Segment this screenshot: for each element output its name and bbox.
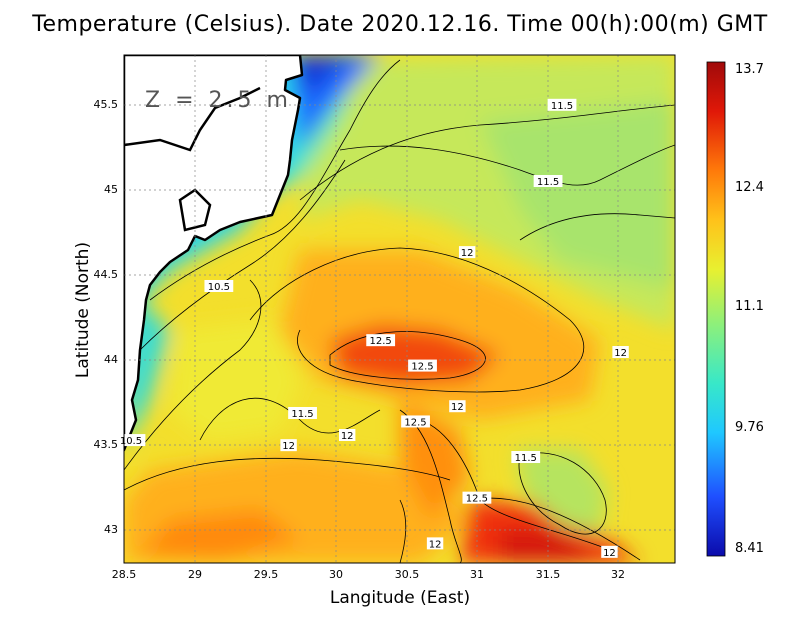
contour-label-bg (458, 246, 476, 259)
contour-label: 12 (451, 402, 464, 413)
colorbar-tick: 9.76 (735, 420, 764, 435)
contour-label: 12 (614, 348, 627, 359)
contour-label-bg (612, 346, 629, 359)
contour-label: 12.5 (404, 417, 426, 428)
contour-label-bg (280, 439, 297, 452)
colorbar-tick: 8.41 (735, 541, 764, 556)
y-tick: 45.5 (93, 98, 119, 111)
contour-label-bg (449, 400, 466, 413)
contour-label: 12 (429, 539, 442, 550)
contour-label-layer: 11.5 11.5 12 10.5 12.5 12 12.5 12 11.5 12.5 12 10.5… (116, 98, 629, 559)
contour-label: 12 (341, 431, 354, 442)
contour-label: 11.5 (551, 101, 573, 112)
colorbar-tick: 12.4 (735, 180, 764, 195)
contour-label-bg (511, 451, 541, 464)
colorbar-tick: 13.7 (735, 62, 764, 77)
x-tick: 31.5 (535, 568, 561, 581)
grid-lines (124, 55, 675, 563)
contour-label-bg (288, 406, 317, 419)
contour-label: 12 (603, 548, 616, 559)
contour-label-bg (401, 415, 430, 428)
contour-label: 11.5 (515, 453, 537, 464)
y-tick: 43.5 (93, 438, 119, 451)
x-tick: 30.5 (394, 568, 420, 581)
contour-label: 12.5 (466, 494, 488, 505)
y-tick: 44.5 (93, 268, 119, 281)
contour-label: 12.5 (370, 336, 392, 347)
contour-label: 10.5 (120, 436, 142, 447)
contour-label-bg (601, 545, 618, 558)
contour-label: 12 (461, 248, 474, 259)
map-title: Temperature (Celsius). Date 2020.12.16. … (32, 12, 768, 37)
contour-label-bg (547, 98, 577, 111)
colorbar (706, 61, 726, 557)
x-tick: 32 (611, 568, 625, 581)
y-tick: 45 (104, 183, 118, 196)
contour-label: 12.5 (411, 362, 433, 373)
contour-label-bg (366, 334, 396, 347)
contour-label: 12 (282, 441, 295, 452)
isotherm-contours (124, 59, 675, 563)
x-tick: 31 (470, 568, 484, 581)
temperature-field (124, 55, 675, 563)
contour-label-bg (533, 175, 563, 187)
y-axis-label: Latitude (North) (73, 241, 93, 379)
y-tick: 43 (104, 523, 118, 536)
x-tick: 29 (188, 568, 202, 581)
contour-label-bg (408, 359, 437, 372)
x-axis-label: Langitude (East) (329, 588, 471, 608)
contour-label: 10.5 (208, 282, 230, 293)
contour-label-bg (204, 279, 234, 292)
y-tick: 44 (104, 353, 118, 366)
x-tick: 29.5 (253, 568, 279, 581)
contour-label-bg (426, 537, 444, 550)
depth-label: Z = 2.5 m (145, 88, 292, 113)
plot-frame (123, 54, 676, 564)
x-tick: 28.5 (111, 568, 137, 581)
x-tick: 30 (329, 568, 343, 581)
contour-label-bg (462, 491, 492, 504)
colorbar-tick: 11.1 (735, 299, 764, 314)
contour-label: 11.5 (537, 177, 559, 188)
contour-label-bg (338, 429, 356, 441)
contour-label: 11.5 (291, 409, 313, 420)
coastline-land (124, 55, 304, 452)
